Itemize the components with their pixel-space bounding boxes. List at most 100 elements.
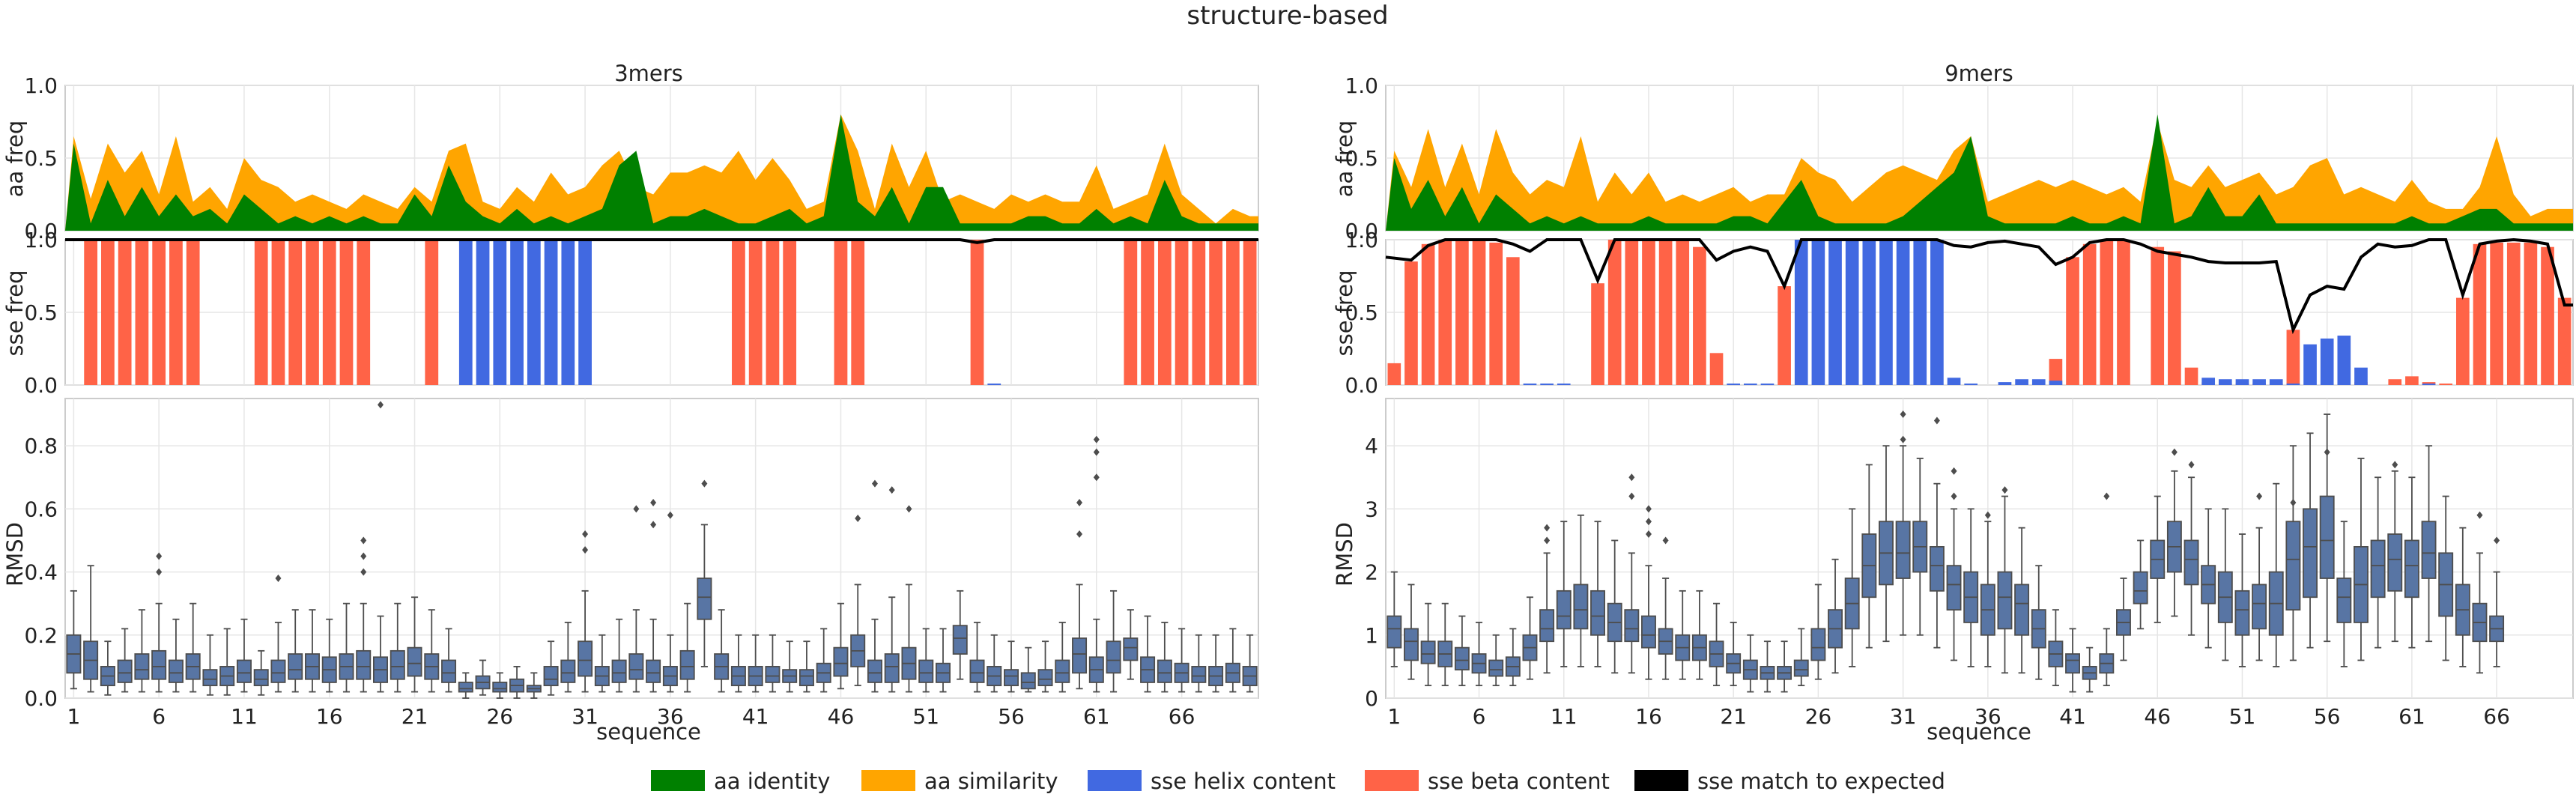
sse-helix-bar: [987, 384, 1001, 386]
rmsd-panel-3mers-ytick-label: 0.6: [24, 497, 58, 521]
rmsd-box: [1123, 609, 1139, 680]
rmsd-box: [987, 634, 1002, 693]
sse-helix-bar: [544, 240, 558, 385]
sse-helix-bar: [1523, 384, 1537, 386]
rmsd-box: [884, 596, 900, 693]
sse-beta-bar: [2286, 330, 2300, 385]
rmsd-box: [475, 659, 491, 696]
sse-beta-bar: [1607, 240, 1622, 385]
rmsd-box-body: [1556, 590, 1572, 630]
rmsd-box: [1624, 552, 1640, 674]
rmsd-outlier: [1628, 473, 1635, 482]
rmsd-outlier: [855, 515, 861, 522]
aa-panel-9mers-ytick-label: 0.5: [1345, 146, 1378, 171]
sse-beta-bar: [271, 240, 285, 385]
legend-item-sse-helix: sse helix content: [1088, 769, 1336, 794]
rmsd-box-body: [1810, 628, 1826, 661]
rmsd-box: [1020, 646, 1036, 693]
rmsd-box: [1709, 602, 1724, 687]
rmsd-box: [2183, 476, 2199, 636]
sse-beta-bar: [1243, 240, 1257, 385]
sse-helix-bar: [1540, 384, 1554, 386]
rmsd-box: [1454, 615, 1470, 687]
rmsd-outlier: [2188, 461, 2195, 469]
rmsd-box: [1675, 590, 1691, 680]
rmsd-outlier: [1645, 518, 1652, 526]
aa-panel-3mers-ytick-label: 0.0: [24, 219, 58, 243]
rmsd-box: [2319, 413, 2335, 643]
rmsd-box: [798, 640, 814, 693]
rmsd-box: [1004, 640, 1019, 693]
legend-swatch-sse-helix: [1088, 770, 1142, 791]
sse-helix-bar: [2015, 379, 2028, 385]
sse-helix-bar: [1557, 384, 1571, 386]
rmsd-box: [730, 634, 746, 693]
rmsd-box: [2201, 508, 2216, 649]
sse-beta-bar: [2524, 242, 2538, 385]
rmsd-box-body: [2336, 578, 2352, 623]
rmsd-outlier: [378, 401, 384, 409]
rmsd-box: [202, 634, 218, 696]
rmsd-box: [2303, 432, 2318, 649]
rmsd-box-body: [1106, 640, 1121, 674]
sse-helix-bar: [458, 240, 473, 385]
rmsd-box: [1420, 602, 1436, 687]
rmsd-box-body: [458, 682, 473, 693]
rmsd-box: [1828, 558, 1843, 674]
rmsd-box-body: [2252, 584, 2267, 630]
aa-panel-3mers-ytick-label: 0.5: [24, 146, 58, 171]
rmsd-box: [151, 602, 167, 693]
x-tick-label-9mers: 21: [1720, 704, 1747, 729]
rmsd-outlier: [2290, 498, 2297, 506]
sse-beta-bar: [152, 240, 166, 385]
rmsd-outlier: [1951, 467, 1957, 475]
rmsd-box: [1946, 508, 1962, 661]
rmsd-box-body: [1191, 665, 1207, 683]
sse-beta-bar: [1404, 261, 1418, 385]
sse-beta-bar: [306, 240, 319, 385]
rmsd-box: [1777, 640, 1792, 693]
rmsd-box: [1641, 565, 1656, 680]
rmsd-box: [526, 672, 542, 699]
rmsd-box: [1658, 578, 1673, 680]
x-tick-label-9mers: 51: [2229, 704, 2256, 729]
rmsd-outlier: [2476, 511, 2483, 519]
aa-area-aa-identity: [65, 114, 1258, 231]
sse-beta-bar: [101, 240, 115, 385]
sse-beta-bar: [2405, 376, 2419, 385]
sse-beta-bar: [748, 240, 763, 385]
rmsd-box: [168, 618, 184, 693]
sse-match-line: [1385, 237, 2573, 335]
rmsd-box-body: [2387, 533, 2403, 592]
rmsd-box-body: [918, 659, 934, 683]
sse-panel-3mers-ytick-label: 0.5: [24, 300, 58, 325]
sse-helix-bar: [527, 240, 541, 385]
rmsd-ylabel-9mers: RMSD: [1332, 522, 1357, 587]
x-tick-label-9mers: 16: [1635, 704, 1662, 729]
rmsd-panel-3mers-frame: [64, 398, 1259, 699]
rmsd-box: [1742, 634, 1758, 693]
rmsd-box: [1997, 495, 2013, 674]
rmsd-box: [2014, 527, 2030, 674]
sse-beta-bar: [1625, 240, 1639, 385]
rmsd-box: [270, 622, 286, 693]
rmsd-box: [543, 640, 559, 696]
rmsd-box-body: [867, 659, 882, 683]
x-tick-label-3mers: 26: [486, 704, 513, 729]
rmsd-outlier: [1076, 498, 1083, 506]
sse-helix-bar: [2354, 367, 2368, 385]
legend-swatch-aa-identity: [651, 770, 705, 791]
rmsd-outlier: [360, 552, 367, 560]
rmsd-box-body: [1055, 659, 1070, 683]
sse-helix-bar: [2269, 379, 2283, 385]
sse-beta-bar: [2473, 243, 2487, 385]
rmsd-outlier: [1093, 448, 1100, 456]
rmsd-box: [1980, 521, 1995, 667]
sse-beta-bar: [851, 240, 865, 385]
rmsd-box-body: [1997, 571, 2013, 630]
sse-helix-bar: [2337, 336, 2351, 385]
rmsd-box-body: [1157, 659, 1172, 683]
rmsd-outlier: [1933, 416, 1940, 425]
rmsd-outlier: [1076, 530, 1083, 539]
sse-beta-bar: [1489, 242, 1503, 385]
